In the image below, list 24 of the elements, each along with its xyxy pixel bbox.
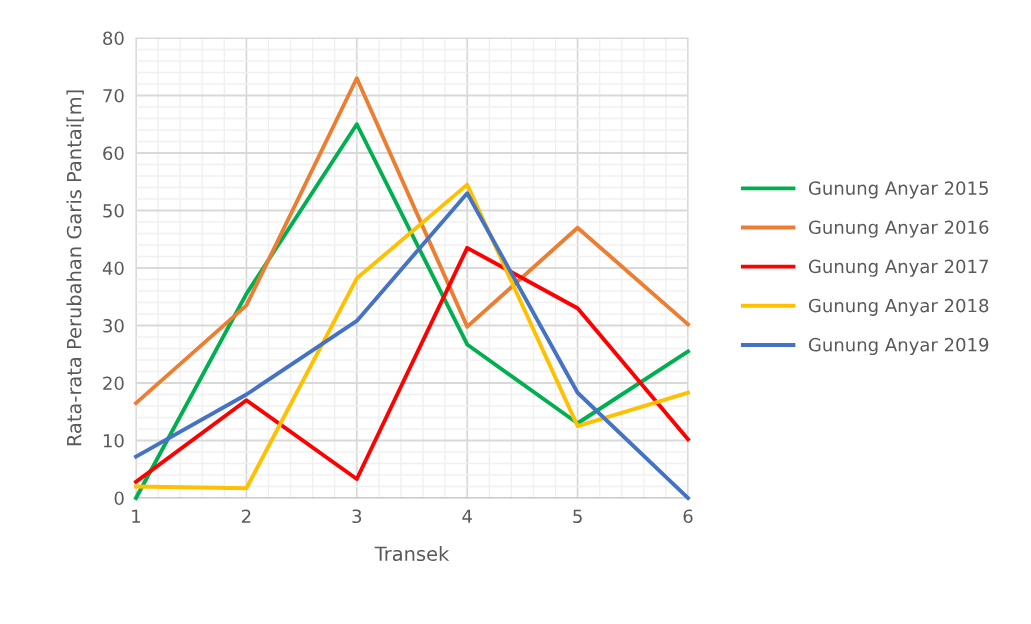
line-series	[134, 245, 690, 484]
line-series	[134, 76, 690, 406]
y-tick-label: 40	[102, 261, 124, 276]
x-tick-label: 5	[573, 509, 582, 524]
x-tick-label: 2	[241, 509, 251, 523]
legend-label: Gunung Anyar 2015	[808, 181, 988, 199]
legend-label: Gunung Anyar 2016	[808, 220, 989, 238]
y-tick-label: 50	[103, 203, 124, 218]
y-tick-label: 60	[103, 146, 124, 161]
y-tick-label: 0	[114, 491, 124, 506]
x-tick-label: 1	[132, 509, 141, 523]
x-tick-label: 3	[352, 509, 362, 524]
y-tick-label: 80	[103, 31, 124, 46]
x-tick-label: 4	[462, 509, 472, 523]
y-axis-title: Rata-rata Perubahan Garis Pantai[m]	[66, 90, 84, 446]
legend-label: Gunung Anyar 2017	[808, 259, 988, 277]
x-tick-label: 6	[683, 509, 693, 524]
y-tick-label: 20	[103, 376, 124, 391]
x-axis-title: Transek	[374, 546, 450, 562]
y-tick-label: 30	[103, 318, 124, 333]
legend-label: Gunung Anyar 2018	[808, 298, 989, 316]
y-tick-label: 10	[103, 433, 124, 448]
y-tick-label: 70	[103, 88, 124, 103]
legend-label: Gunung Anyar 2019	[808, 337, 989, 356]
